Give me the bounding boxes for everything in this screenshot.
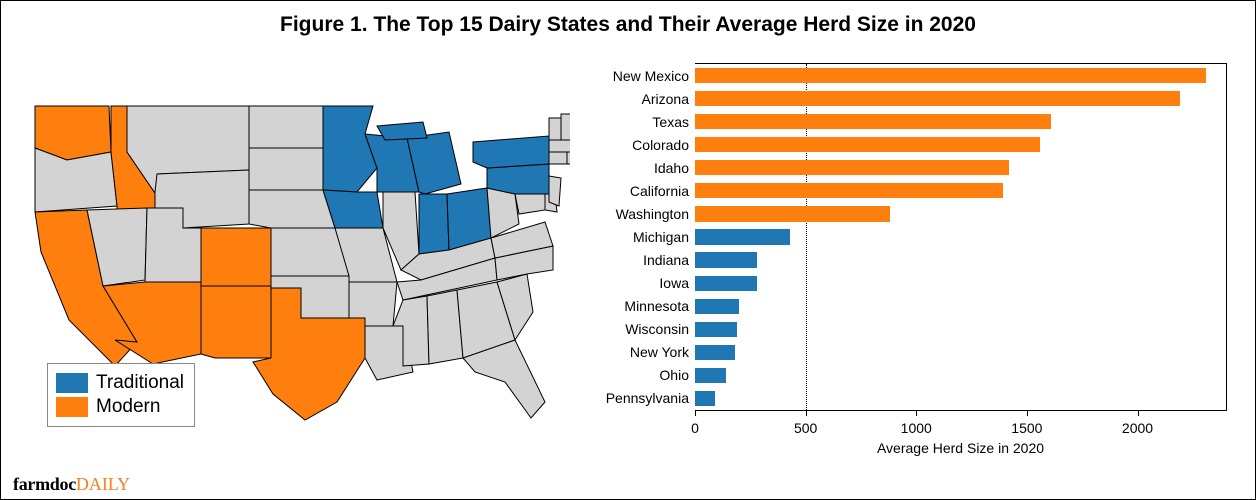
bar-row: Iowa — [695, 276, 757, 291]
chart-axes: Average Herd Size in 2020 New MexicoAriz… — [695, 63, 1227, 411]
bar — [695, 91, 1180, 106]
bar-row: Idaho — [695, 160, 1009, 175]
state-colorado — [201, 228, 271, 286]
bar-row: Minnesota — [695, 299, 739, 314]
state-new-york — [473, 136, 549, 168]
state-west-virginia — [487, 188, 519, 238]
bar-row: Washington — [695, 206, 890, 221]
x-tick — [916, 410, 917, 416]
bar-row: Wisconsin — [695, 322, 737, 337]
bar-label: New Mexico — [613, 68, 695, 84]
bar-row: Pennsylvania — [695, 391, 715, 406]
x-tick-label: 0 — [691, 420, 699, 436]
bar-row: Arizona — [695, 91, 1180, 106]
x-tick-label: 500 — [794, 420, 817, 436]
bar-row: Ohio — [695, 368, 726, 383]
legend-label: Traditional — [96, 372, 184, 394]
x-tick — [806, 410, 807, 416]
x-tick-label: 2000 — [1122, 420, 1153, 436]
state-new-hampshire — [561, 114, 570, 140]
state-massachusetts — [549, 140, 570, 152]
map-panel: TraditionalModern — [5, 57, 570, 447]
state-maryland — [515, 194, 545, 214]
legend-swatch — [56, 397, 88, 417]
bar-label: Arizona — [642, 91, 695, 107]
brand-part2: DAILY — [76, 474, 130, 494]
bar-row: Colorado — [695, 137, 1040, 152]
bar — [695, 137, 1040, 152]
bar-label: Indiana — [643, 252, 695, 268]
bar-label: Idaho — [654, 160, 695, 176]
bar — [695, 114, 1051, 129]
bar-row: New Mexico — [695, 68, 1206, 83]
x-axis-label: Average Herd Size in 2020 — [877, 440, 1044, 456]
bar-row: New York — [695, 345, 735, 360]
bar — [695, 299, 739, 314]
bar-label: Iowa — [659, 275, 695, 291]
bar — [695, 229, 790, 244]
bar-label: New York — [630, 344, 695, 360]
legend-label: Modern — [96, 396, 160, 418]
bar-label: Michigan — [633, 229, 695, 245]
state-indiana — [419, 194, 449, 254]
bar-label: Minnesota — [624, 298, 695, 314]
x-tick — [1138, 410, 1139, 416]
state-south-dakota — [249, 148, 323, 190]
state-new-mexico — [201, 286, 271, 358]
brand-logo: farmdocDAILY — [13, 474, 130, 495]
bar-label: Texas — [652, 114, 695, 130]
bar-row: Michigan — [695, 229, 790, 244]
bar-label: California — [630, 183, 695, 199]
bar — [695, 68, 1206, 83]
bar — [695, 183, 1003, 198]
x-tick — [1027, 410, 1028, 416]
x-tick — [695, 410, 696, 416]
state-minnesota — [323, 106, 377, 192]
bar-label: Wisconsin — [625, 321, 695, 337]
bar-row: California — [695, 183, 1003, 198]
bar-label: Pennsylvania — [606, 390, 695, 406]
bar — [695, 322, 737, 337]
x-tick-label: 1000 — [901, 420, 932, 436]
legend-item: Traditional — [56, 372, 184, 394]
legend-item: Modern — [56, 396, 184, 418]
bar — [695, 160, 1009, 175]
state-rhode-island — [567, 152, 570, 164]
bar — [695, 345, 735, 360]
bar-label: Washington — [616, 206, 695, 222]
bar — [695, 252, 757, 267]
bar — [695, 391, 715, 406]
x-tick-label: 1500 — [1011, 420, 1042, 436]
bar-label: Colorado — [632, 137, 695, 153]
bar-row: Indiana — [695, 252, 757, 267]
state-michigan-up — [377, 122, 427, 140]
state-vermont — [549, 118, 561, 140]
bar-label: Ohio — [659, 367, 695, 383]
bar — [695, 206, 890, 221]
bar-chart-panel: Average Herd Size in 2020 New MexicoAriz… — [583, 59, 1237, 457]
bar — [695, 276, 757, 291]
state-connecticut — [549, 152, 567, 164]
state-nebraska — [249, 190, 335, 228]
map-legend: TraditionalModern — [47, 363, 195, 427]
legend-swatch — [56, 373, 88, 393]
state-pennsylvania — [487, 164, 549, 194]
brand-part1: farmdoc — [13, 474, 76, 494]
state-north-dakota — [249, 106, 323, 148]
state-arkansas — [349, 276, 397, 326]
figure-container: Figure 1. The Top 15 Dairy States and Th… — [0, 0, 1256, 500]
state-new-jersey — [549, 176, 561, 206]
bar — [695, 368, 726, 383]
bar-row: Texas — [695, 114, 1051, 129]
figure-title: Figure 1. The Top 15 Dairy States and Th… — [1, 13, 1255, 37]
